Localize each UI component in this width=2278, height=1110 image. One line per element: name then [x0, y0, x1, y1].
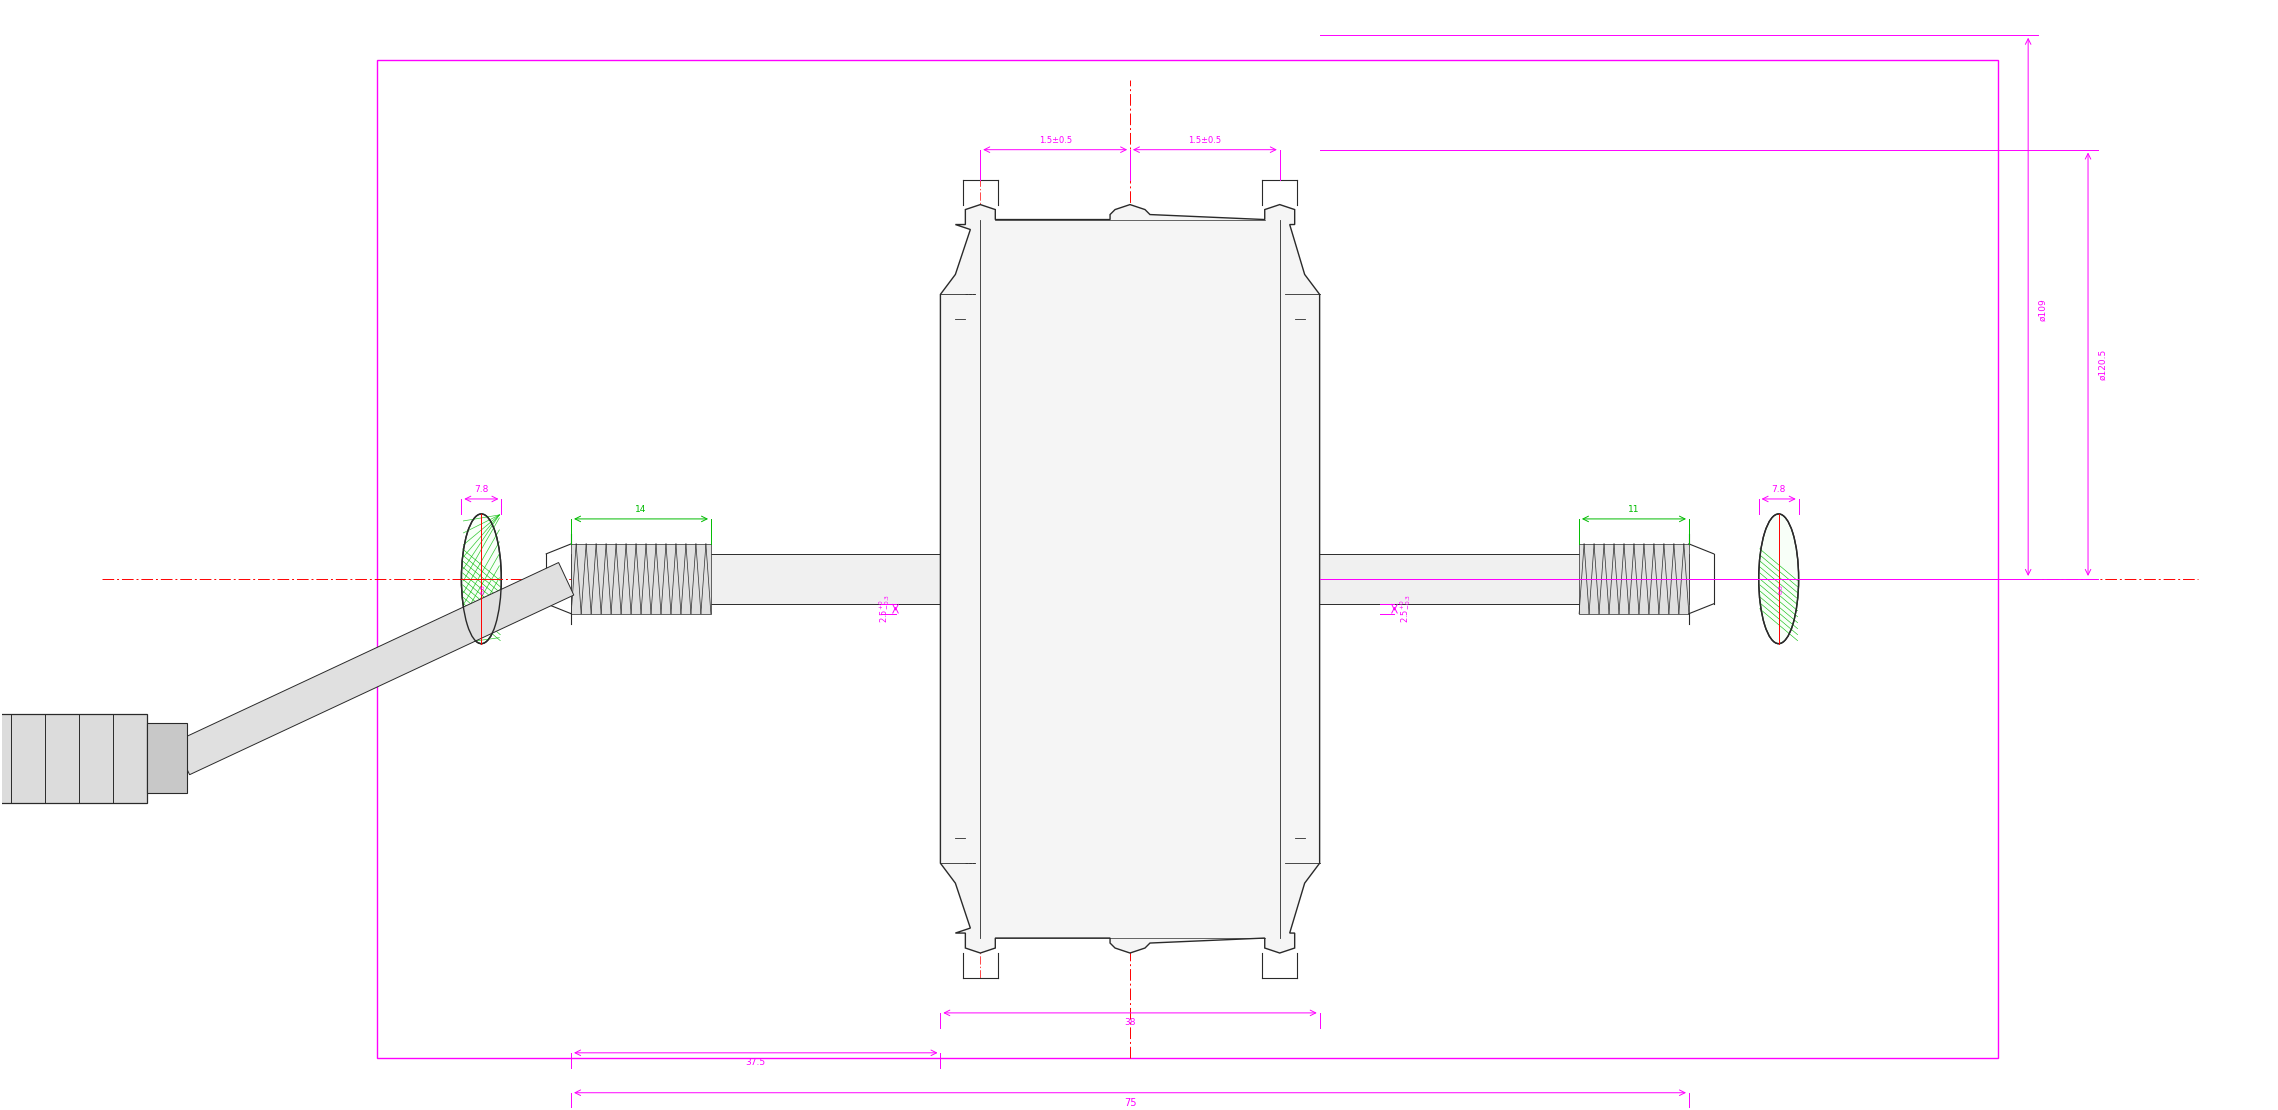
Text: 37.5: 37.5 — [745, 1058, 765, 1067]
Text: 11: 11 — [1629, 505, 1640, 514]
Text: 1.5±0.5: 1.5±0.5 — [1039, 135, 1071, 144]
Ellipse shape — [462, 514, 501, 644]
Ellipse shape — [1759, 514, 1800, 644]
Text: 1.5±0.5: 1.5±0.5 — [1189, 135, 1221, 144]
Text: 38: 38 — [1125, 1018, 1137, 1027]
Text: 14: 14 — [636, 505, 647, 514]
Polygon shape — [175, 563, 574, 775]
Bar — [1579, 544, 1688, 614]
Text: ø109: ø109 — [2039, 297, 2048, 321]
Text: ø120.5: ø120.5 — [2098, 349, 2107, 380]
Bar — [376, 60, 1998, 1058]
Bar — [572, 554, 1688, 604]
Text: 75: 75 — [1123, 1098, 1137, 1108]
Text: 6.8: 6.8 — [481, 584, 485, 594]
Text: 6.8: 6.8 — [1779, 584, 1784, 594]
Bar — [572, 544, 711, 614]
Text: 7.8: 7.8 — [1772, 485, 1786, 494]
Bar — [148, 724, 187, 794]
Bar — [0, 714, 148, 804]
Polygon shape — [941, 204, 1319, 953]
Text: 7.8: 7.8 — [474, 485, 487, 494]
Text: 2.5$^{+0}_{-0.3}$: 2.5$^{+0}_{-0.3}$ — [1399, 594, 1412, 624]
Text: 2.5$^{+0}_{-0.3}$: 2.5$^{+0}_{-0.3}$ — [877, 594, 891, 624]
